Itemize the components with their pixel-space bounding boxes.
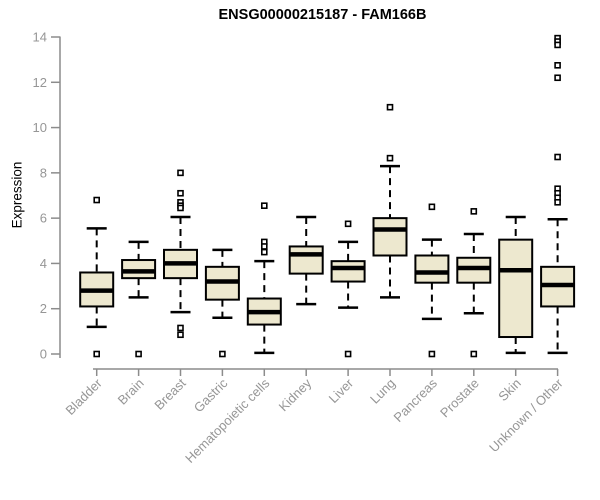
y-tick-label-12: 12 <box>33 75 47 90</box>
outlier-point-unknown-other-9 <box>554 198 561 206</box>
chart-title: ENSG00000215187 - FAM166B <box>218 7 427 23</box>
outlier-point-unknown-other-2 <box>554 41 561 49</box>
y-tick-label-0: 0 <box>40 347 47 362</box>
outlier-point-breast-1 <box>177 189 184 197</box>
outlier-point-lung-0 <box>386 103 394 111</box>
outlier-point-breast-5 <box>177 324 184 332</box>
iqr-box-liver <box>330 260 366 283</box>
y-tick-label-2: 2 <box>40 301 47 316</box>
x-tick-label-bladder: Bladder <box>63 375 106 418</box>
outlier-point-bladder-1 <box>93 350 100 358</box>
iqr-box-kidney <box>288 245 324 275</box>
outlier-point-bladder-0 <box>93 196 100 204</box>
outlier-point-breast-4 <box>177 204 184 212</box>
x-tick-label-lung: Lung <box>367 376 398 407</box>
outlier-point-pancreas-0 <box>428 203 436 211</box>
outlier-point-hematopoietic-cells-2 <box>260 243 268 250</box>
outlier-point-liver-0 <box>344 220 352 228</box>
iqr-box-pancreas <box>414 254 450 284</box>
x-tick-label-breast: Breast <box>151 375 188 412</box>
iqr-box-prostate <box>456 256 492 284</box>
outlier-point-liver-1 <box>344 350 352 358</box>
outlier-point-lung-1 <box>386 154 394 162</box>
x-tick-label-pancreas: Pancreas <box>391 375 441 425</box>
outlier-point-unknown-other-3 <box>554 62 561 69</box>
x-tick-label-brain: Brain <box>115 376 147 408</box>
x-tick-label-gastric: Gastric <box>191 375 231 415</box>
x-tick-label-skin: Skin <box>495 376 523 404</box>
y-tick-label-14: 14 <box>33 30 47 45</box>
y-tick-label-10: 10 <box>33 120 47 135</box>
outlier-point-prostate-0 <box>470 208 478 215</box>
x-tick-label-unknown-other: Unknown / Other <box>486 375 566 455</box>
x-tick-label-prostate: Prostate <box>437 376 482 421</box>
outlier-point-unknown-other-5 <box>554 153 561 161</box>
y-tick-label-8: 8 <box>40 165 47 180</box>
iqr-box-brain <box>121 259 157 280</box>
outlier-point-unknown-other-4 <box>554 74 561 82</box>
iqr-box-lung <box>372 217 408 257</box>
x-tick-label-kidney: Kidney <box>276 375 315 414</box>
outlier-point-breast-0 <box>177 169 184 177</box>
x-tick-label-liver: Liver <box>326 375 357 406</box>
outlier-point-hematopoietic-cells-3 <box>260 248 268 256</box>
y-tick-label-4: 4 <box>40 256 47 271</box>
outlier-point-brain-0 <box>135 350 142 358</box>
y-tick-label-6: 6 <box>40 211 47 226</box>
outlier-point-breast-6 <box>177 331 184 339</box>
outlier-point-hematopoietic-cells-0 <box>260 202 268 209</box>
outlier-point-pancreas-1 <box>428 350 436 358</box>
iqr-box-skin <box>498 238 534 339</box>
outlier-point-gastric-0 <box>219 350 226 358</box>
outlier-point-prostate-1 <box>470 350 478 358</box>
